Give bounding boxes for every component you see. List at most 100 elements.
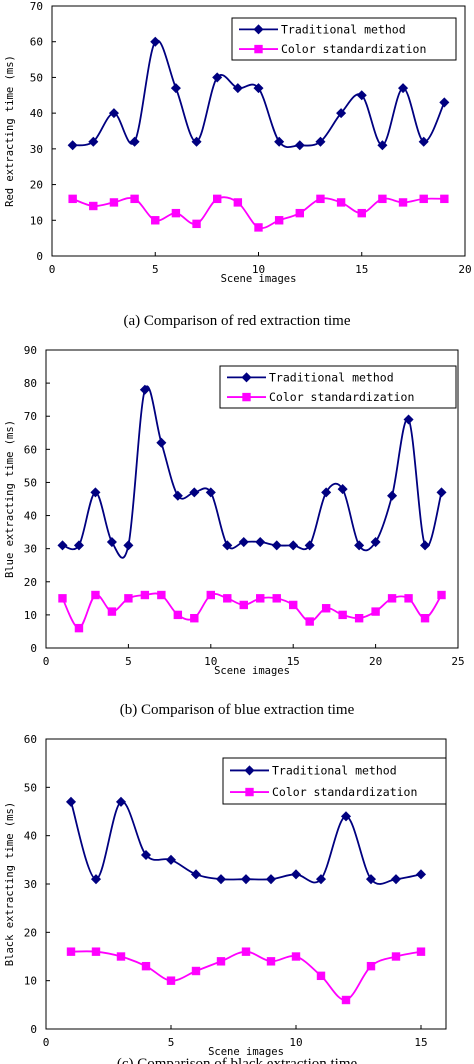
x-tick-label: 0 bbox=[49, 263, 56, 276]
data-point bbox=[340, 811, 352, 822]
data-point bbox=[366, 961, 376, 971]
y-axis-label: Red extracting time (ms) bbox=[4, 55, 16, 207]
data-point bbox=[256, 594, 265, 603]
series-line bbox=[61, 592, 443, 630]
data-point bbox=[305, 617, 314, 626]
data-point bbox=[115, 796, 127, 807]
data-point bbox=[65, 796, 77, 807]
y-axis-label: Black extracting time (ms) bbox=[4, 802, 16, 966]
chart-caption: (a) Comparison of red extraction time bbox=[123, 313, 350, 329]
data-point bbox=[91, 947, 101, 956]
legend-marker-square bbox=[254, 44, 263, 54]
y-tick-label: 80 bbox=[24, 377, 37, 390]
data-point bbox=[213, 194, 222, 204]
data-point bbox=[440, 194, 449, 204]
x-tick-label: 5 bbox=[125, 655, 132, 668]
legend-label: Traditional method bbox=[272, 763, 397, 777]
data-point bbox=[108, 108, 119, 119]
data-point bbox=[139, 384, 150, 395]
data-point bbox=[223, 594, 232, 603]
data-point bbox=[338, 610, 347, 620]
data-point bbox=[170, 83, 181, 94]
y-tick-label: 20 bbox=[30, 179, 43, 192]
y-tick-label: 60 bbox=[30, 36, 43, 49]
x-tick-label: 0 bbox=[43, 655, 50, 668]
y-tick-label: 30 bbox=[30, 143, 43, 156]
data-point bbox=[378, 194, 387, 204]
data-point bbox=[295, 208, 304, 218]
x-tick-label: 10 bbox=[252, 263, 265, 276]
y-tick-label: 10 bbox=[24, 609, 37, 622]
data-point bbox=[157, 590, 166, 600]
data-point bbox=[416, 947, 426, 956]
data-point bbox=[140, 849, 152, 861]
legend-box bbox=[231, 17, 457, 61]
chart-caption: (b) Comparison of blue extraction time bbox=[120, 702, 355, 718]
data-point bbox=[91, 590, 100, 600]
data-point bbox=[90, 874, 102, 885]
data-point bbox=[420, 613, 430, 623]
x-tick-label: 15 bbox=[414, 1036, 427, 1049]
data-point bbox=[415, 869, 427, 880]
data-point bbox=[418, 136, 429, 147]
data-point bbox=[398, 198, 408, 207]
y-tick-label: 90 bbox=[24, 344, 37, 357]
legend-box bbox=[222, 757, 447, 805]
data-point bbox=[89, 201, 98, 211]
data-point bbox=[192, 219, 201, 229]
data-point bbox=[357, 208, 366, 218]
y-axis-label: Blue extracting time (ms) bbox=[4, 420, 16, 578]
data-point bbox=[172, 490, 183, 501]
legend-marker-diamond bbox=[241, 372, 252, 383]
data-point bbox=[315, 136, 326, 147]
series-line bbox=[70, 800, 422, 885]
series-traditional-method bbox=[65, 796, 427, 885]
data-point bbox=[222, 540, 233, 551]
x-tick-label: 10 bbox=[204, 655, 217, 668]
data-point bbox=[165, 854, 177, 865]
data-point bbox=[371, 607, 380, 616]
y-tick-label: 60 bbox=[24, 733, 37, 746]
data-point bbox=[190, 613, 199, 623]
data-point bbox=[321, 487, 332, 498]
series-traditional-method bbox=[57, 384, 447, 559]
data-point bbox=[341, 995, 351, 1005]
y-tick-label: 40 bbox=[24, 510, 37, 523]
chart-panel-1: 0 10 20 30 40 50 60 70 0 5 10 15 20 Scene images Red e… bbox=[4, 0, 472, 329]
data-point bbox=[232, 83, 243, 94]
data-point bbox=[377, 140, 388, 151]
data-point bbox=[316, 194, 325, 204]
legend-label: Traditional method bbox=[269, 370, 394, 384]
data-point bbox=[266, 957, 276, 966]
data-point bbox=[67, 140, 78, 151]
x-tick-label: 25 bbox=[451, 655, 464, 668]
legend: Traditional method Color standardization bbox=[219, 365, 457, 409]
data-point bbox=[151, 216, 160, 225]
data-point bbox=[66, 947, 76, 956]
x-tick-label: 20 bbox=[458, 263, 471, 276]
data-point bbox=[271, 540, 282, 551]
data-point bbox=[123, 540, 134, 551]
data-point bbox=[215, 874, 227, 885]
data-point bbox=[212, 72, 223, 83]
series-color-standardization bbox=[66, 947, 426, 1005]
data-point bbox=[107, 607, 117, 616]
data-point bbox=[288, 540, 299, 551]
data-point bbox=[316, 971, 326, 981]
legend-label: Color standardization bbox=[269, 390, 414, 404]
data-point bbox=[171, 208, 181, 218]
data-point bbox=[288, 600, 298, 610]
data-point bbox=[106, 537, 117, 548]
data-point bbox=[141, 961, 151, 971]
data-point bbox=[189, 487, 200, 498]
y-tick-label: 50 bbox=[24, 781, 37, 794]
data-point bbox=[255, 537, 266, 548]
data-point bbox=[109, 198, 119, 207]
data-point bbox=[437, 590, 446, 600]
data-point bbox=[129, 136, 140, 147]
series-color-standardization bbox=[58, 590, 446, 633]
data-point bbox=[439, 97, 450, 108]
data-point bbox=[73, 540, 84, 551]
y-tick-label: 30 bbox=[24, 543, 37, 556]
